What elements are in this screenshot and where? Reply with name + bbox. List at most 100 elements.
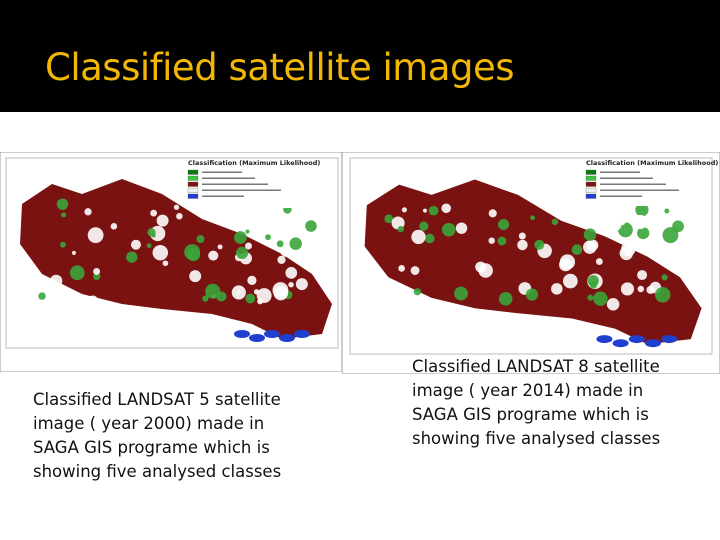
class-patch: [69, 265, 85, 281]
class-patch: [205, 283, 221, 299]
class-patch: [571, 244, 583, 255]
class-patch: [595, 218, 602, 224]
class-patch: [245, 293, 256, 304]
class-patch: [150, 209, 158, 217]
class-patch: [247, 275, 257, 286]
legend-swatches: [585, 169, 679, 199]
class-patch: [156, 214, 169, 227]
legend-swatch: [585, 169, 597, 175]
class-patch: [71, 250, 76, 255]
class-patch: [245, 242, 253, 250]
class-patch: [589, 280, 598, 289]
class-patch: [410, 266, 420, 275]
class-patch: [295, 278, 308, 291]
class-patch: [617, 222, 633, 238]
legend-label-line: [202, 171, 242, 173]
class-patch: [455, 222, 468, 234]
legend-label-line: [202, 183, 268, 185]
class-patch: [525, 288, 539, 301]
class-patch: [196, 235, 205, 244]
legend-label-line: [600, 177, 653, 179]
class-patch: [305, 220, 317, 232]
class-patch: [419, 221, 429, 231]
class-patch: [289, 237, 302, 250]
legend-label-line: [600, 171, 640, 173]
legend-swatch: [187, 175, 199, 181]
legend-swatch: [187, 193, 199, 199]
class-patch: [646, 285, 655, 294]
legend-swatch: [187, 187, 199, 193]
class-patch: [498, 291, 513, 306]
class-patch: [162, 260, 169, 267]
class-patch: [593, 291, 608, 306]
legend-label-line: [202, 195, 244, 197]
class-patch: [277, 255, 286, 264]
class-patch: [488, 237, 495, 244]
water-patch: [612, 339, 629, 348]
class-patch: [49, 274, 63, 288]
class-patch: [272, 282, 289, 299]
class-patch: [661, 256, 673, 268]
slide-title: Classified satellite images: [45, 46, 515, 89]
class-patch: [208, 250, 219, 261]
class-patch: [288, 282, 294, 288]
class-patch: [130, 239, 141, 250]
class-patch: [258, 223, 267, 233]
class-patch: [234, 231, 247, 244]
class-patch: [217, 244, 223, 250]
legend-label-line: [600, 189, 679, 191]
water-patch: [596, 335, 613, 344]
class-patch: [662, 227, 679, 244]
class-patch: [551, 283, 563, 295]
class-patch: [38, 292, 46, 300]
class-patch: [257, 298, 263, 305]
map-region: [20, 179, 332, 342]
class-patch: [176, 212, 183, 220]
water-patch: [645, 339, 661, 348]
class-patch: [231, 285, 246, 300]
class-patch: [637, 270, 648, 281]
class-patch: [586, 239, 599, 251]
class-patch: [637, 226, 650, 240]
image-caption: Classified LANDSAT 5 satellite image ( y…: [33, 390, 282, 481]
class-patch: [397, 225, 404, 233]
class-patch: [441, 222, 456, 237]
class-patch: [620, 282, 635, 296]
class-patch: [184, 244, 201, 261]
class-patch: [87, 295, 99, 307]
class-patch: [398, 265, 405, 272]
class-patch: [87, 227, 104, 244]
class-patch: [583, 228, 597, 241]
class-patch: [619, 246, 634, 261]
class-patch: [517, 239, 528, 251]
class-patch: [422, 208, 427, 213]
map-neatline: [349, 157, 713, 355]
class-patch: [202, 295, 209, 302]
class-patch: [454, 286, 468, 301]
class-patch: [518, 232, 526, 240]
class-patch: [265, 234, 271, 241]
class-patch: [60, 241, 66, 248]
class-patch: [211, 212, 222, 223]
class-patch: [559, 258, 573, 272]
water-patch: [279, 334, 295, 342]
class-patch: [245, 229, 250, 234]
class-patch: [664, 208, 670, 214]
legend-label-line: [202, 189, 281, 191]
class-patch: [595, 258, 603, 265]
title-band: [0, 0, 720, 112]
class-patch: [384, 214, 394, 224]
legend-box: [584, 160, 706, 206]
class-patch: [61, 212, 67, 218]
class-patch: [276, 240, 284, 248]
class-patch: [441, 203, 452, 214]
legend-label-line: [202, 177, 255, 179]
image-caption: Classified LANDSAT 8 satellite image ( y…: [412, 357, 661, 448]
class-patch: [564, 199, 578, 214]
legend-title: Classification (Maximum Likelihood): [586, 159, 718, 167]
class-patch: [534, 239, 545, 250]
class-patch: [497, 236, 507, 246]
class-patch: [488, 209, 497, 218]
